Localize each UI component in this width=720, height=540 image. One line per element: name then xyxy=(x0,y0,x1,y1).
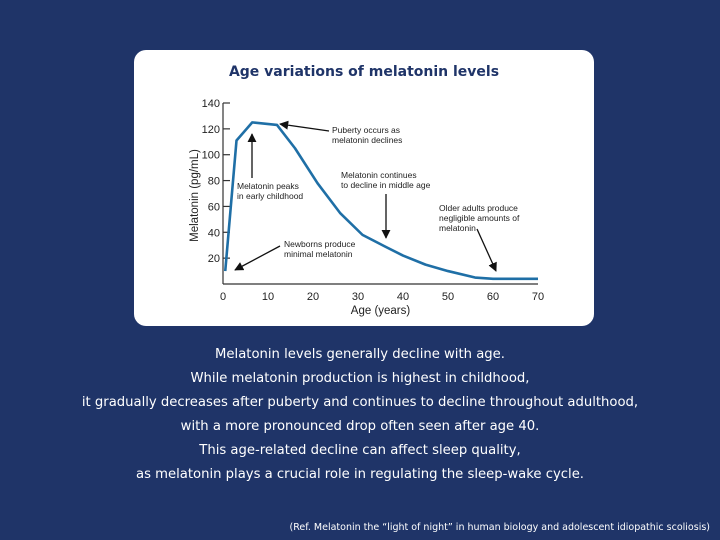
caption-line: Melatonin levels generally decline with … xyxy=(215,347,505,362)
y-tick-label: 80 xyxy=(208,176,220,188)
y-tick-label: 120 xyxy=(202,124,220,136)
reference-note: (Ref. Melatonin the “light of night” in … xyxy=(289,522,710,533)
x-tick-label: 10 xyxy=(262,291,274,303)
melatonin-line-chart: 20 40 60 80 100 120 140 0 10 20 30 40 50 60 70 Age (yea… xyxy=(189,98,544,317)
x-tick-label: 20 xyxy=(307,291,319,303)
annotation-label: Puberty occurs as melatonin declines xyxy=(332,125,402,145)
chart-title: Age variations of melatonin levels xyxy=(228,64,500,80)
caption-line: This age-related decline can affect slee… xyxy=(199,443,521,458)
x-tick-label: 60 xyxy=(487,291,499,303)
x-tick-label: 30 xyxy=(352,291,364,303)
y-tick-label: 20 xyxy=(208,253,220,265)
annotation-arrow xyxy=(279,120,330,132)
annotation-label: Melatonin continues to decline in middle … xyxy=(341,170,431,190)
annotation-label: Newborns produce minimal melatonin xyxy=(284,239,356,259)
caption-line: as melatonin plays a crucial role in reg… xyxy=(136,467,584,482)
x-tick-label: 50 xyxy=(442,291,454,303)
caption-line: it gradually decreases after puberty and… xyxy=(81,395,639,410)
y-axis-label: Melatonin (pg/mL) xyxy=(189,149,201,242)
caption-line: While melatonin production is highest in… xyxy=(190,371,530,386)
annotation-arrow xyxy=(476,228,497,272)
x-tick-label: 70 xyxy=(532,291,544,303)
y-tick-label: 100 xyxy=(202,150,220,162)
x-axis-label: Age (years) xyxy=(351,305,411,317)
caption: Melatonin levels generally decline with … xyxy=(0,343,720,487)
x-tick-label: 40 xyxy=(397,291,409,303)
annotation-label: Melatonin peaks in early childhood xyxy=(237,181,303,201)
y-tick-label: 140 xyxy=(202,98,220,110)
annotation-arrow xyxy=(234,245,281,271)
x-tick-label: 0 xyxy=(220,291,226,303)
caption-line: with a more pronounced drop often seen a… xyxy=(180,419,540,434)
y-tick-label: 60 xyxy=(208,201,220,213)
chart-card: Age variations of melatonin levels 20 40 6… xyxy=(134,50,594,326)
y-tick-label: 40 xyxy=(208,227,220,239)
series-line xyxy=(223,121,538,281)
annotation-label: Older adults produce negligible amounts o… xyxy=(439,203,520,233)
